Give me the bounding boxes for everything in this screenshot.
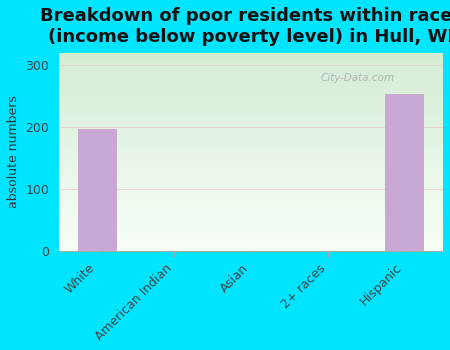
Bar (78, 129, 117, 251)
Bar (386, 94, 424, 251)
Title: Breakdown of poor residents within races
(income below poverty level) in Hull, W: Breakdown of poor residents within races… (40, 7, 450, 46)
Y-axis label: absolute numbers: absolute numbers (7, 96, 20, 209)
Text: City-Data.com: City-Data.com (320, 73, 394, 83)
